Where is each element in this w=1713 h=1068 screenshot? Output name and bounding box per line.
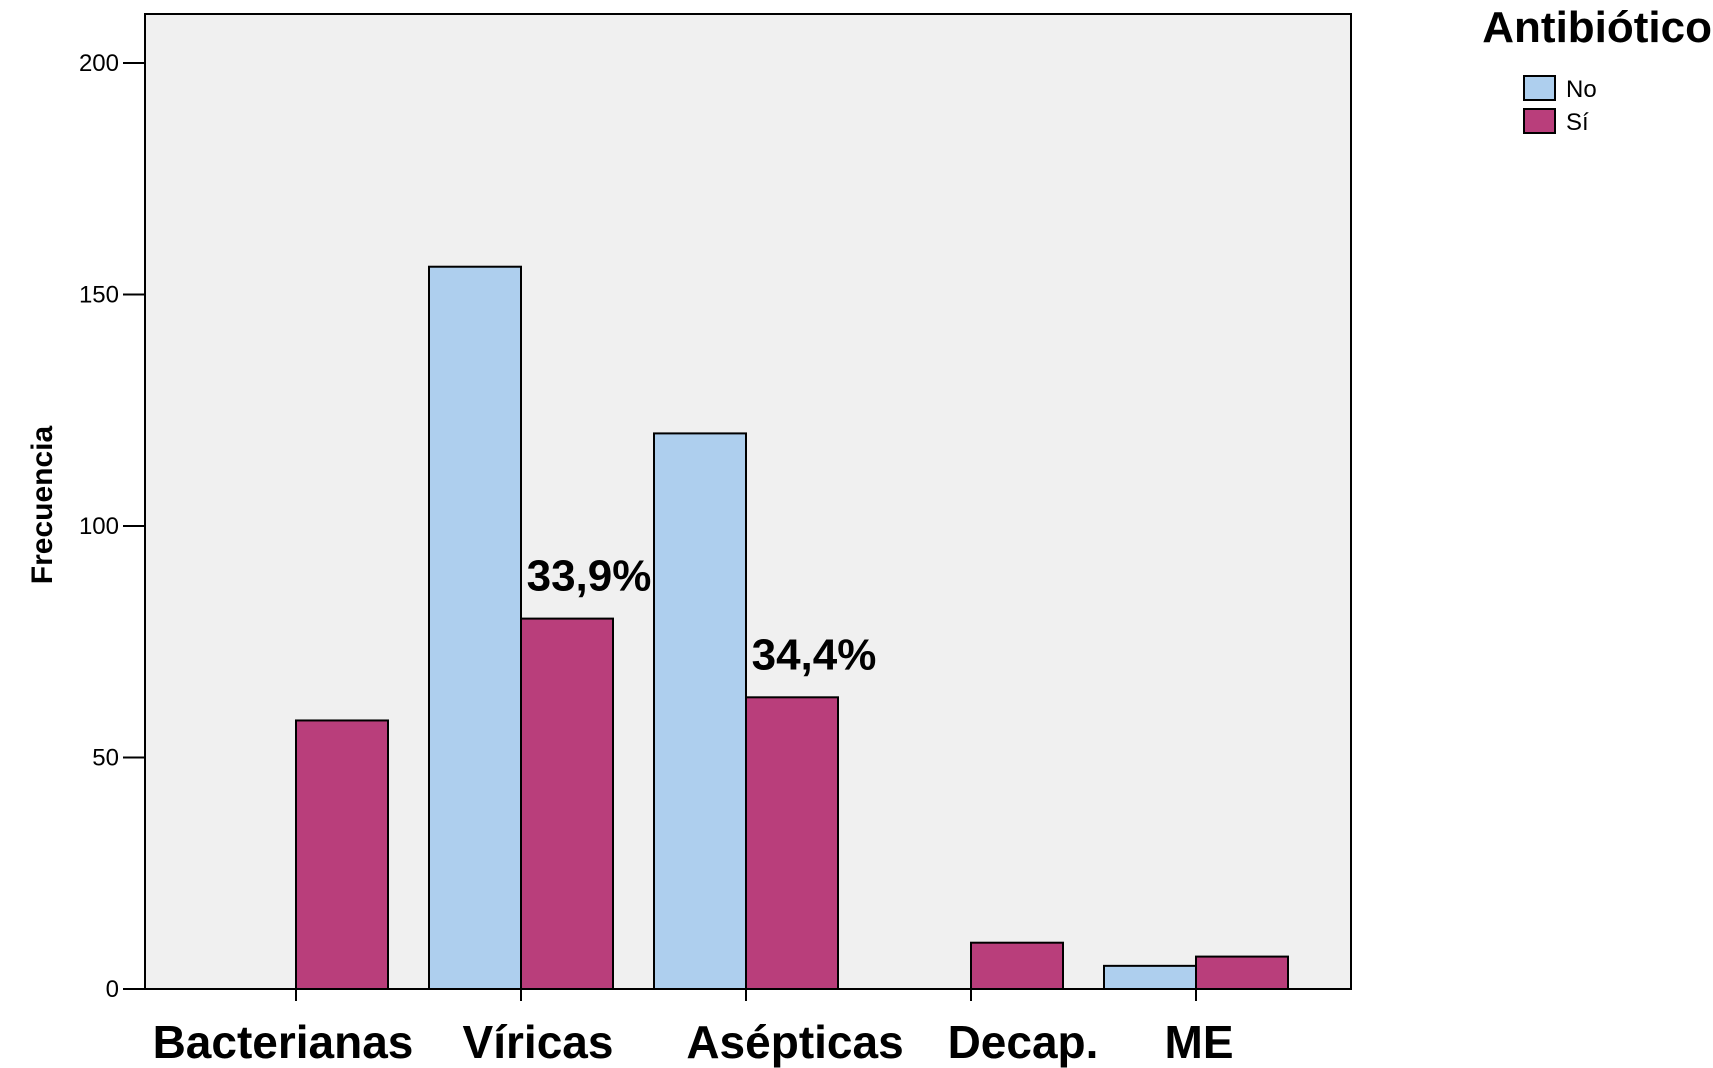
legend-label: Sí	[1566, 109, 1589, 136]
x-category-label: Víricas	[463, 1016, 614, 1068]
y-tick-label: 100	[79, 513, 119, 540]
y-tick-label: 150	[79, 282, 119, 309]
legend-swatch	[1523, 108, 1556, 134]
bar-no-2	[653, 432, 747, 990]
legend-title: Antibiótico	[1482, 3, 1712, 52]
x-category-label: Decap.	[948, 1016, 1099, 1068]
annotation-label: 33,9%	[527, 552, 652, 601]
bar-s-1	[520, 617, 614, 990]
legend-label: No	[1566, 76, 1597, 103]
bars	[295, 265, 1289, 991]
x-category-label: ME	[1165, 1016, 1234, 1068]
x-category-label: Asépticas	[686, 1016, 903, 1068]
y-tick-label: 0	[106, 976, 119, 1003]
bar-s-3	[970, 941, 1064, 991]
bar-no-1	[428, 265, 522, 991]
annotations: 33,9% 34,4%	[527, 552, 877, 680]
x-category-label: Bacterianas	[153, 1016, 414, 1068]
y-tick-label: 50	[92, 745, 119, 772]
legend: Antibiótico No Sí	[1482, 3, 1712, 136]
y-axis: 0 50 100 150 200	[79, 50, 145, 1003]
bar-s-2	[745, 696, 839, 990]
y-tick-label: 200	[79, 50, 119, 77]
annotation-label: 34,4%	[752, 630, 877, 679]
y-axis-title: Frecuencia	[26, 425, 59, 584]
bar-s-4	[1195, 955, 1289, 991]
x-axis: Bacterianas Víricas Asépticas Decap. ME	[153, 989, 1234, 1068]
legend-swatch	[1523, 75, 1556, 101]
bar-s-0	[295, 719, 389, 991]
bar-no-4	[1103, 964, 1197, 990]
